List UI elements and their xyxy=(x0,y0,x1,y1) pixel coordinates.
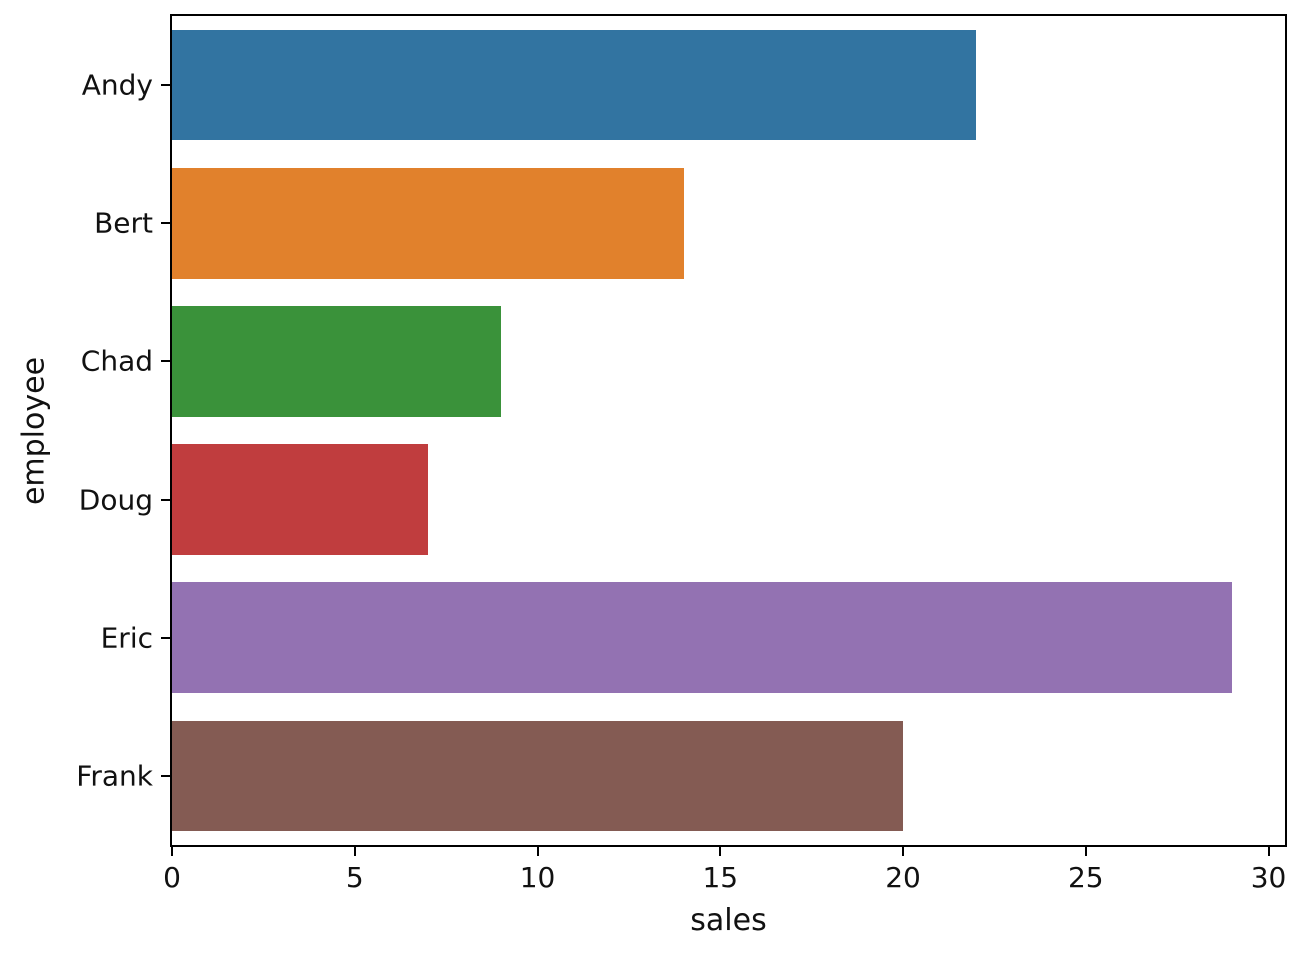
y-tick-label-chad: Chad xyxy=(80,344,153,378)
x-tick-label-10: 10 xyxy=(519,861,556,894)
x-tick-mark-25 xyxy=(1084,847,1087,856)
y-tick-mark-doug xyxy=(161,498,170,501)
x-tick-mark-10 xyxy=(536,847,539,856)
bar-bert xyxy=(172,167,684,279)
x-tick-label-5: 5 xyxy=(345,861,364,894)
x-tick-label-20: 20 xyxy=(885,861,921,894)
y-axis-label: employee xyxy=(16,356,52,505)
x-tick-label-0: 0 xyxy=(163,861,181,894)
bar-andy xyxy=(172,29,977,141)
x-axis-label: sales xyxy=(690,903,767,938)
bar-chad xyxy=(172,306,501,417)
x-tick-label-25: 25 xyxy=(1067,861,1104,894)
y-tick-mark-bert xyxy=(161,222,170,225)
x-tick-mark-5 xyxy=(353,847,356,856)
plot-area xyxy=(170,14,1287,847)
y-tick-label-eric: Eric xyxy=(100,621,153,655)
x-tick-mark-15 xyxy=(719,847,722,856)
y-tick-label-bert: Bert xyxy=(94,206,153,240)
y-tick-label-frank: Frank xyxy=(76,759,153,793)
x-tick-label-15: 15 xyxy=(702,861,739,894)
bar-eric xyxy=(172,582,1232,693)
x-tick-mark-30 xyxy=(1267,847,1270,856)
y-tick-mark-andy xyxy=(161,84,170,87)
y-tick-mark-eric xyxy=(161,636,170,639)
y-tick-label-doug: Doug xyxy=(78,483,153,517)
bar-doug xyxy=(172,444,428,555)
bar-frank xyxy=(172,720,904,832)
x-tick-label-30: 30 xyxy=(1250,861,1287,894)
x-tick-mark-0 xyxy=(171,847,173,856)
y-tick-label-andy: Andy xyxy=(81,68,153,102)
y-tick-mark-chad xyxy=(161,360,170,363)
x-tick-mark-20 xyxy=(902,847,905,856)
y-tick-mark-frank xyxy=(161,774,170,777)
